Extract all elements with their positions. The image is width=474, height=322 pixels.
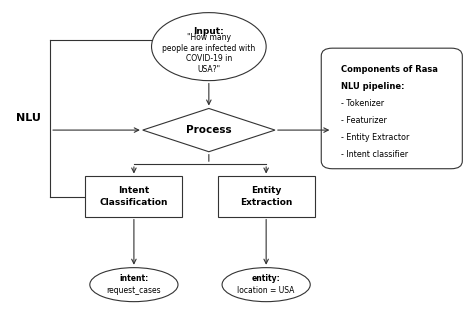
Text: - Tokenizer: - Tokenizer — [341, 99, 384, 108]
Text: Components of Rasa: Components of Rasa — [341, 65, 438, 74]
Ellipse shape — [222, 268, 310, 302]
Polygon shape — [143, 109, 275, 152]
Text: request_cases: request_cases — [107, 286, 161, 295]
Text: location = USA: location = USA — [237, 286, 295, 295]
Text: Input:: Input: — [193, 27, 224, 36]
Ellipse shape — [152, 13, 266, 80]
Text: Process: Process — [186, 125, 232, 135]
Text: Intent
Classification: Intent Classification — [100, 186, 168, 207]
Text: - Intent classifier: - Intent classifier — [341, 150, 408, 159]
Text: "How many
people are infected with
COVID-19 in
USA?": "How many people are infected with COVID… — [162, 33, 255, 74]
Text: intent:: intent: — [119, 274, 148, 283]
Text: NLU: NLU — [17, 113, 41, 123]
FancyBboxPatch shape — [218, 176, 315, 217]
Text: Entity
Extraction: Entity Extraction — [240, 186, 292, 207]
Text: entity:: entity: — [252, 274, 281, 283]
FancyBboxPatch shape — [85, 176, 182, 217]
Ellipse shape — [90, 268, 178, 302]
Text: NLU pipeline:: NLU pipeline: — [341, 82, 405, 91]
Text: - Entity Extractor: - Entity Extractor — [341, 133, 410, 142]
FancyBboxPatch shape — [321, 48, 462, 169]
Text: - Featurizer: - Featurizer — [341, 116, 387, 125]
